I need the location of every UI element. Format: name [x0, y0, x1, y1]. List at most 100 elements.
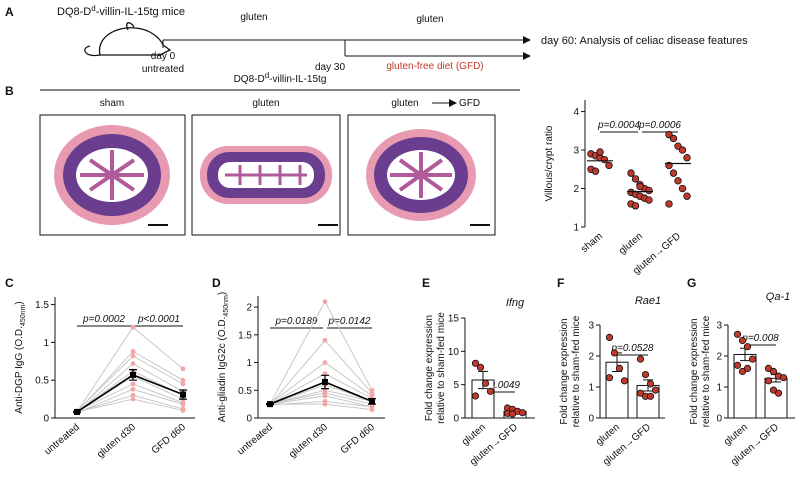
mean-point — [267, 401, 273, 408]
y-tick-label: 3 — [716, 321, 722, 332]
point — [683, 192, 691, 200]
point — [471, 359, 480, 367]
y-tick-label: 2 — [716, 352, 722, 363]
point — [779, 374, 788, 382]
point — [669, 169, 678, 177]
point — [130, 381, 136, 387]
point — [733, 361, 742, 369]
y-tick-label: 0.5 — [35, 376, 49, 387]
y-axis-label: Anti-DGP IgG (O.D.450nm) — [14, 301, 27, 413]
point — [674, 177, 682, 185]
villi — [390, 152, 452, 198]
point — [605, 161, 613, 170]
label: day 0 — [151, 51, 176, 62]
y-tick-label: 4 — [573, 107, 579, 118]
y-axis-label: relative to sham-fed mice — [571, 315, 582, 427]
point — [631, 202, 640, 210]
y-axis-label: Fold change expression — [424, 315, 435, 421]
mean-point — [74, 408, 80, 415]
superscript: d — [265, 71, 269, 80]
point — [615, 364, 624, 372]
y-tick-label: 1 — [246, 358, 252, 369]
point — [600, 155, 609, 164]
y-tick-label: 1 — [573, 223, 579, 234]
y-axis-label: Villous/crypt ratio — [544, 125, 555, 201]
point — [591, 167, 600, 175]
point — [518, 409, 527, 417]
panel-label: A — [5, 5, 14, 19]
point — [180, 401, 186, 407]
panel-label: B — [5, 84, 14, 98]
y-tick-label: 3 — [573, 146, 579, 157]
annotation: p=0.0049 — [477, 380, 520, 391]
point — [130, 349, 136, 354]
y-tick-label: 0.5 — [238, 386, 252, 397]
point — [481, 379, 490, 387]
panel-label: F — [557, 276, 564, 290]
chart-title: Qa-1 — [766, 291, 790, 303]
point — [683, 154, 691, 162]
point — [645, 186, 653, 195]
point — [631, 175, 640, 183]
y-tick-label: 0 — [246, 414, 252, 425]
y-tick-label: 1.5 — [238, 330, 252, 341]
image-label: GFD — [459, 98, 480, 109]
y-axis-label: relative to sham-fed mice — [436, 312, 447, 424]
annotation: p=0.0142 — [328, 316, 371, 327]
label: gluten — [416, 14, 443, 25]
text: ) — [217, 292, 228, 295]
x-tick-label: gluten d30 — [95, 422, 138, 461]
y-tick-label: 2 — [246, 303, 252, 314]
villi — [225, 165, 307, 185]
x-tick-label: gluten — [617, 231, 645, 257]
chart-title: Rae1 — [635, 295, 661, 307]
point — [645, 196, 653, 204]
y-tick-label: 5 — [453, 380, 459, 391]
panel-labels: A B C D E F G — [5, 5, 696, 290]
annotation: p=0.0006 — [638, 120, 681, 131]
point — [636, 355, 645, 363]
y-tick-label: 10 — [448, 347, 460, 358]
point — [369, 407, 375, 413]
x-tick-label: gluten — [594, 422, 622, 448]
panel-label: G — [687, 276, 696, 290]
label: day 30 — [315, 62, 345, 73]
point — [130, 353, 136, 359]
annotation: p=0.0528 — [611, 343, 654, 354]
point — [769, 367, 778, 376]
point — [508, 410, 517, 418]
panel-label: D — [212, 276, 221, 290]
point — [620, 377, 629, 385]
y-tick-label: 0 — [716, 414, 722, 425]
mean-point — [369, 398, 375, 405]
individual-line — [76, 350, 184, 413]
point — [322, 337, 328, 343]
point — [486, 387, 495, 395]
point — [180, 366, 186, 372]
x-tick-label: untreated — [235, 422, 274, 458]
mean-point — [180, 391, 186, 398]
x-tick-label: GFD d60 — [339, 422, 377, 457]
histology: DQ8-Dd-villin-IL-15tg sham gluten gluten… — [39, 71, 520, 236]
annotation: p<0.0001 — [137, 314, 180, 325]
point — [636, 182, 644, 191]
point — [678, 184, 687, 193]
y-tick-label: 1 — [716, 383, 722, 394]
point — [322, 360, 328, 365]
point — [610, 349, 619, 357]
x-tick-label: untreated — [42, 422, 81, 458]
point — [471, 392, 480, 400]
y-tick-label: 0 — [43, 414, 49, 425]
mean-point — [130, 371, 136, 378]
superscript: d — [91, 4, 95, 13]
image-label: gluten — [391, 98, 418, 109]
label: gluten-free diet (GFD) — [386, 61, 483, 72]
y-axis-label: relative to sham-fed mice — [701, 315, 712, 427]
label: day 60: Analysis of celiac disease featu… — [541, 35, 748, 47]
annotation: p=0.008 — [741, 333, 779, 344]
y-tick-label: 0 — [588, 414, 594, 425]
point — [665, 200, 673, 208]
annotation: p=0.0004 — [597, 120, 640, 131]
label: untreated — [142, 64, 184, 75]
